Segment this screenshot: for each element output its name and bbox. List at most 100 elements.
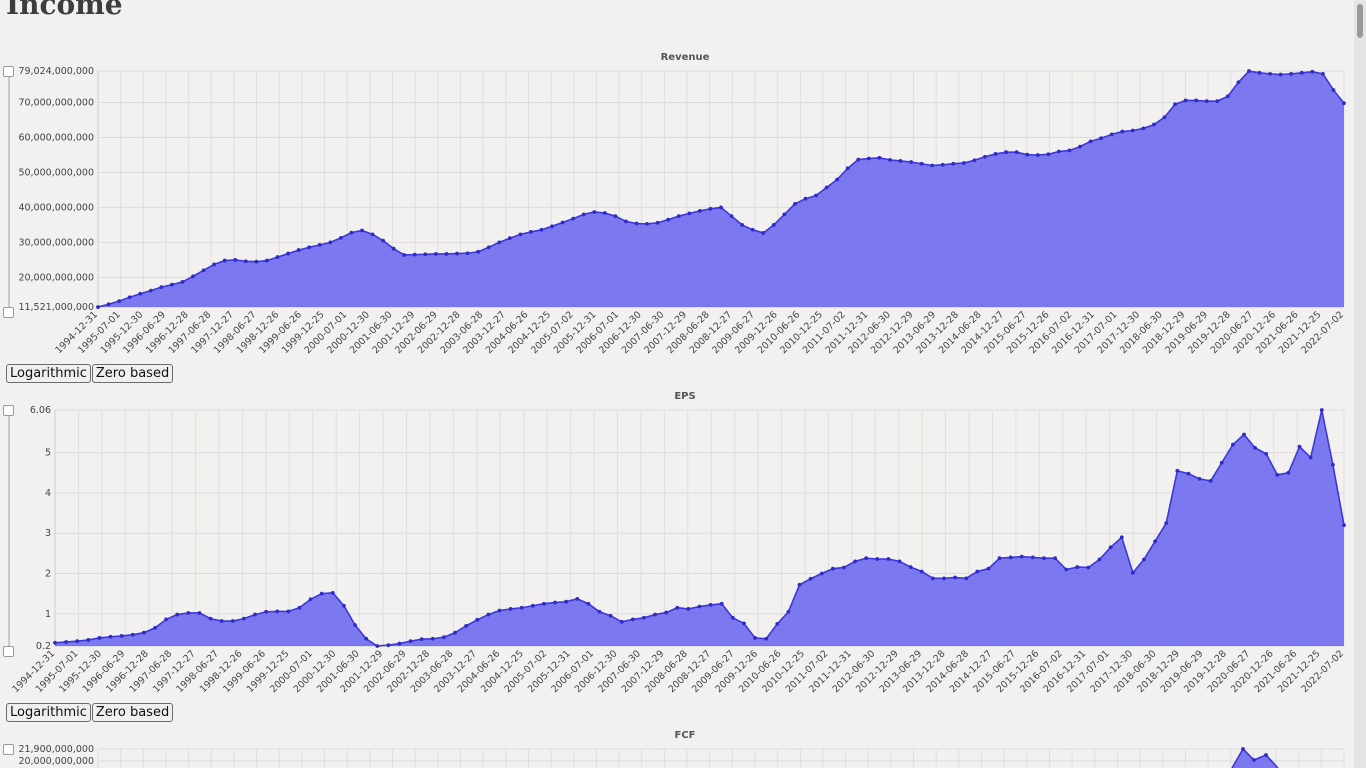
data-point xyxy=(1342,523,1346,528)
logarithmic-button[interactable]: Logarithmic xyxy=(6,364,91,383)
data-point xyxy=(1183,98,1188,103)
data-point xyxy=(1186,471,1191,476)
range-slider-bottom-handle[interactable] xyxy=(3,646,14,657)
data-point xyxy=(1241,747,1245,751)
data-point xyxy=(898,159,903,163)
y-tick-label: 70,000,000,000 xyxy=(18,98,94,109)
data-point xyxy=(1120,129,1125,134)
data-point xyxy=(297,605,302,610)
data-point xyxy=(909,160,913,164)
data-point xyxy=(542,601,546,606)
data-point xyxy=(919,569,924,574)
data-point xyxy=(875,557,880,561)
data-point xyxy=(497,240,502,245)
data-point xyxy=(742,621,746,626)
data-point xyxy=(761,231,766,235)
data-point xyxy=(230,619,235,623)
data-point xyxy=(1025,152,1030,157)
data-point xyxy=(888,157,892,162)
data-point xyxy=(1141,126,1146,131)
data-point xyxy=(507,236,512,241)
data-point xyxy=(408,639,413,644)
range-slider-track xyxy=(8,70,10,313)
data-point xyxy=(153,625,157,630)
data-point xyxy=(930,163,935,168)
data-point xyxy=(233,257,238,262)
data-point xyxy=(642,615,646,620)
data-point xyxy=(764,636,769,641)
data-point xyxy=(442,635,446,640)
data-point xyxy=(391,246,396,251)
data-point xyxy=(307,245,312,250)
data-point xyxy=(986,566,991,571)
data-point xyxy=(530,603,535,608)
data-point xyxy=(1275,472,1280,477)
data-point xyxy=(127,295,132,300)
data-point xyxy=(797,582,802,587)
data-point xyxy=(1252,758,1256,762)
data-point xyxy=(508,607,513,611)
data-point xyxy=(845,166,850,171)
data-point xyxy=(793,202,797,206)
data-point xyxy=(148,288,153,293)
zero-based-button[interactable]: Zero based xyxy=(91,703,174,722)
data-point xyxy=(1097,557,1102,562)
y-tick-label: 60,000,000,000 xyxy=(18,133,94,144)
y-tick-label: 50,000,000,000 xyxy=(18,167,94,178)
y-tick-label: 20,000,000,000 xyxy=(18,272,94,283)
y-tick-label: 79,024,000,000 xyxy=(18,66,94,77)
scrollbar-thumb[interactable] xyxy=(1357,4,1363,38)
data-point xyxy=(423,252,428,257)
logarithmic-button[interactable]: Logarithmic xyxy=(6,703,91,722)
zero-based-button[interactable]: Zero based xyxy=(91,364,174,383)
range-slider-bottom-handle[interactable] xyxy=(3,307,14,318)
data-point xyxy=(170,282,174,287)
data-point xyxy=(1130,570,1135,575)
data-point xyxy=(619,619,624,624)
data-point xyxy=(519,605,524,610)
data-point xyxy=(1247,69,1251,73)
y-tick-label: 0.2 xyxy=(36,641,51,652)
data-point xyxy=(830,566,835,571)
data-point xyxy=(1219,460,1224,465)
data-point xyxy=(1330,462,1335,467)
data-point xyxy=(1310,69,1315,74)
revenue-chart-section: Revenue 11,521,000,000 20,000,000,000 30,00… xyxy=(0,46,1354,392)
data-point xyxy=(364,636,369,641)
data-point xyxy=(296,248,301,252)
data-point xyxy=(842,565,846,570)
data-point xyxy=(197,611,202,615)
data-point xyxy=(1042,556,1046,561)
chart-title: FCF xyxy=(674,730,695,741)
data-point xyxy=(308,597,313,602)
data-point xyxy=(222,258,227,263)
data-point xyxy=(1119,535,1124,540)
data-point xyxy=(201,268,206,273)
data-point xyxy=(1342,101,1346,106)
data-point xyxy=(464,623,469,628)
y-tick-label: 40,000,000,000 xyxy=(18,202,94,213)
page-scrollbar[interactable] xyxy=(1354,0,1366,768)
data-point xyxy=(886,557,891,561)
data-point xyxy=(529,230,533,234)
data-point xyxy=(191,274,195,279)
data-point xyxy=(275,255,280,259)
range-slider-top-handle[interactable] xyxy=(3,405,14,416)
data-point xyxy=(634,221,639,226)
page-title: Income xyxy=(6,0,123,21)
data-point xyxy=(1030,555,1035,560)
y-tick-label: 20,000,000,000 xyxy=(18,756,94,767)
data-point xyxy=(1153,539,1157,544)
data-point xyxy=(328,240,333,245)
data-point xyxy=(819,571,824,576)
data-point xyxy=(613,214,618,219)
y-tick-label: 6.06 xyxy=(30,405,51,416)
data-point xyxy=(338,235,343,240)
data-point xyxy=(1299,70,1304,75)
data-point xyxy=(1019,554,1024,559)
data-point xyxy=(708,206,713,211)
range-slider-top-handle[interactable] xyxy=(3,66,14,77)
data-point xyxy=(553,600,557,605)
range-slider-top-handle[interactable] xyxy=(3,744,14,755)
